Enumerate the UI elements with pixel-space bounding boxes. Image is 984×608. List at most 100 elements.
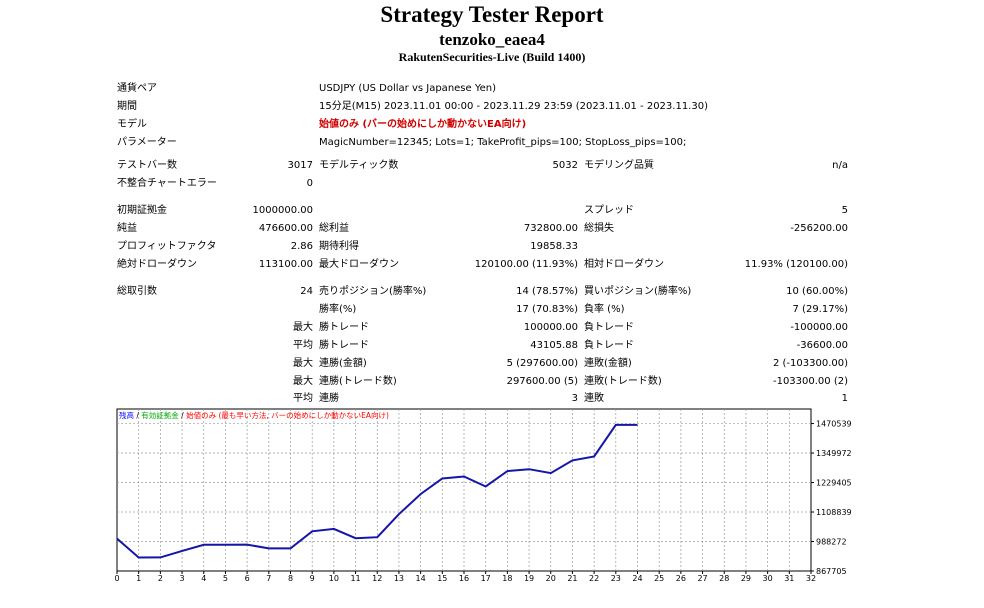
bars-value: 3017 xyxy=(287,160,313,171)
x-tick-label: 7 xyxy=(266,574,271,583)
cons-win-amount-value: 5 (297600.00) xyxy=(506,358,578,369)
expected-payoff-value: 19858.33 xyxy=(530,241,578,252)
period-label: 期間 xyxy=(117,101,137,112)
quality-value: n/a xyxy=(832,160,848,171)
legend-entry: / xyxy=(134,411,141,420)
ticks-value: 5032 xyxy=(552,160,578,171)
server-name: RakutenSecurities-Live (Build 1400) xyxy=(398,50,586,64)
x-tick-label: 24 xyxy=(632,574,642,583)
avg-prefix-1: 平均 xyxy=(293,340,313,351)
x-tick-label: 26 xyxy=(676,574,686,583)
avg-loss-label: 負トレード xyxy=(584,340,634,351)
x-tick-label: 28 xyxy=(719,574,729,583)
loss-pct-value: 7 (29.17%) xyxy=(792,304,848,315)
cons-win-count-label: 連勝(トレード数) xyxy=(319,376,397,387)
avg-cons-loss-value: 1 xyxy=(841,393,848,404)
symbol-value: USDJPY (US Dollar vs Japanese Yen) xyxy=(319,83,497,94)
y-tick-label: 988272 xyxy=(816,538,847,547)
profit-factor-label: プロフィットファクタ xyxy=(117,241,217,252)
x-tick-label: 16 xyxy=(459,574,469,583)
avg-cons-win-label: 連勝 xyxy=(319,393,339,404)
quality-label: モデリング品質 xyxy=(584,160,654,171)
ticks-label: モデルティック数 xyxy=(319,160,399,171)
gross-loss-label: 総損失 xyxy=(584,223,614,234)
spread-label: スプレッド xyxy=(584,205,634,216)
period-value: 15分足(M15) 2023.11.01 00:00 - 2023.11.29 … xyxy=(319,101,708,112)
max-prefix-1: 最大 xyxy=(293,322,313,333)
x-tick-label: 18 xyxy=(502,574,512,583)
legend-entry: 有効証拠金 xyxy=(141,410,179,420)
cons-win-count-value: 297600.00 (5) xyxy=(506,376,578,387)
x-tick-label: 12 xyxy=(372,574,382,583)
x-tick-label: 9 xyxy=(310,574,315,583)
x-tick-label: 14 xyxy=(416,574,426,583)
max-prefix-2: 最大 xyxy=(293,358,313,369)
gross-loss-value: -256200.00 xyxy=(790,223,848,234)
short-positions-label: 売りポジション(勝率%) xyxy=(319,286,427,297)
abs-drawdown-label: 絶対ドローダウン xyxy=(117,259,197,270)
max-prefix-3: 最大 xyxy=(293,376,313,387)
avg-prefix-2: 平均 xyxy=(293,393,313,404)
balance-line xyxy=(116,423,638,559)
model-label: モデル xyxy=(117,119,147,130)
y-tick-label: 1108839 xyxy=(816,508,852,517)
largest-loss-value: -100000.00 xyxy=(790,322,848,333)
cons-loss-amount-label: 連敗(金額) xyxy=(584,358,632,369)
x-tick-label: 17 xyxy=(481,574,491,583)
abs-drawdown-value: 113100.00 xyxy=(258,259,313,270)
mismatch-label: 不整合チャートエラー xyxy=(117,178,217,189)
avg-cons-loss-label: 連敗 xyxy=(584,393,604,404)
x-tick-label: 13 xyxy=(394,574,404,583)
profit-factor-value: 2.86 xyxy=(290,241,313,252)
largest-win-label: 勝トレード xyxy=(319,322,369,333)
x-tick-label: 21 xyxy=(567,574,577,583)
deposit-label: 初期証拠金 xyxy=(117,205,167,216)
x-tick-label: 22 xyxy=(589,574,599,583)
largest-loss-label: 負トレード xyxy=(584,322,634,333)
gross-profit-value: 732800.00 xyxy=(523,223,578,234)
cons-loss-count-value: -103300.00 (2) xyxy=(772,376,848,387)
x-tick-label: 19 xyxy=(524,574,534,583)
x-tick-label: 31 xyxy=(784,574,794,583)
avg-win-value: 43105.88 xyxy=(530,340,578,351)
bars-label: テストバー数 xyxy=(117,160,177,171)
legend-entry: 残高 xyxy=(119,410,134,420)
rel-drawdown-label: 相対ドローダウン xyxy=(584,259,664,270)
x-tick-label: 20 xyxy=(546,574,556,583)
avg-win-label: 勝トレード xyxy=(319,340,369,351)
net-profit-label: 純益 xyxy=(117,223,137,234)
ea-name: tenzoko_eaea4 xyxy=(439,30,545,49)
y-tick-label: 1470539 xyxy=(816,420,852,429)
report-title: Strategy Tester Report xyxy=(380,2,604,27)
total-trades-label: 総取引数 xyxy=(117,286,157,297)
expected-payoff-label: 期待利得 xyxy=(319,241,359,252)
spread-value: 5 xyxy=(841,205,848,216)
x-tick-label: 0 xyxy=(114,574,119,583)
x-tick-label: 15 xyxy=(437,574,447,583)
x-tick-label: 2 xyxy=(158,574,163,583)
x-tick-label: 25 xyxy=(654,574,664,583)
x-tick-label: 6 xyxy=(245,574,250,583)
x-tick-label: 11 xyxy=(350,574,360,583)
avg-loss-value: -36600.00 xyxy=(796,340,848,351)
x-tick-label: 32 xyxy=(806,574,816,583)
avg-cons-win-value: 3 xyxy=(571,393,578,404)
x-tick-label: 1 xyxy=(136,574,141,583)
params-label: パラメーター xyxy=(117,137,177,148)
params-value: MagicNumber=12345; Lots=1; TakeProfit_pi… xyxy=(319,137,687,148)
net-profit-value: 476600.00 xyxy=(258,223,313,234)
x-tick-label: 5 xyxy=(223,574,228,583)
x-tick-label: 23 xyxy=(611,574,621,583)
cons-loss-count-label: 連敗(トレード数) xyxy=(584,376,662,387)
x-tick-label: 29 xyxy=(741,574,751,583)
gross-profit-label: 総利益 xyxy=(319,223,349,234)
chart-legend: 残高 / 有効証拠金 / 始値のみ (最も早い方法, バーの始めにしか動かないE… xyxy=(119,410,389,420)
legend-entry: 始値のみ (最も早い方法, バーの始めにしか動かないEA向け) xyxy=(186,410,389,420)
win-pct-label: 勝率(%) xyxy=(319,304,357,315)
largest-win-value: 100000.00 xyxy=(523,322,578,333)
cons-win-amount-label: 連勝(金額) xyxy=(319,358,367,369)
x-tick-label: 4 xyxy=(201,574,206,583)
win-pct-value: 17 (70.83%) xyxy=(516,304,578,315)
y-tick-label: 1349972 xyxy=(816,449,852,458)
